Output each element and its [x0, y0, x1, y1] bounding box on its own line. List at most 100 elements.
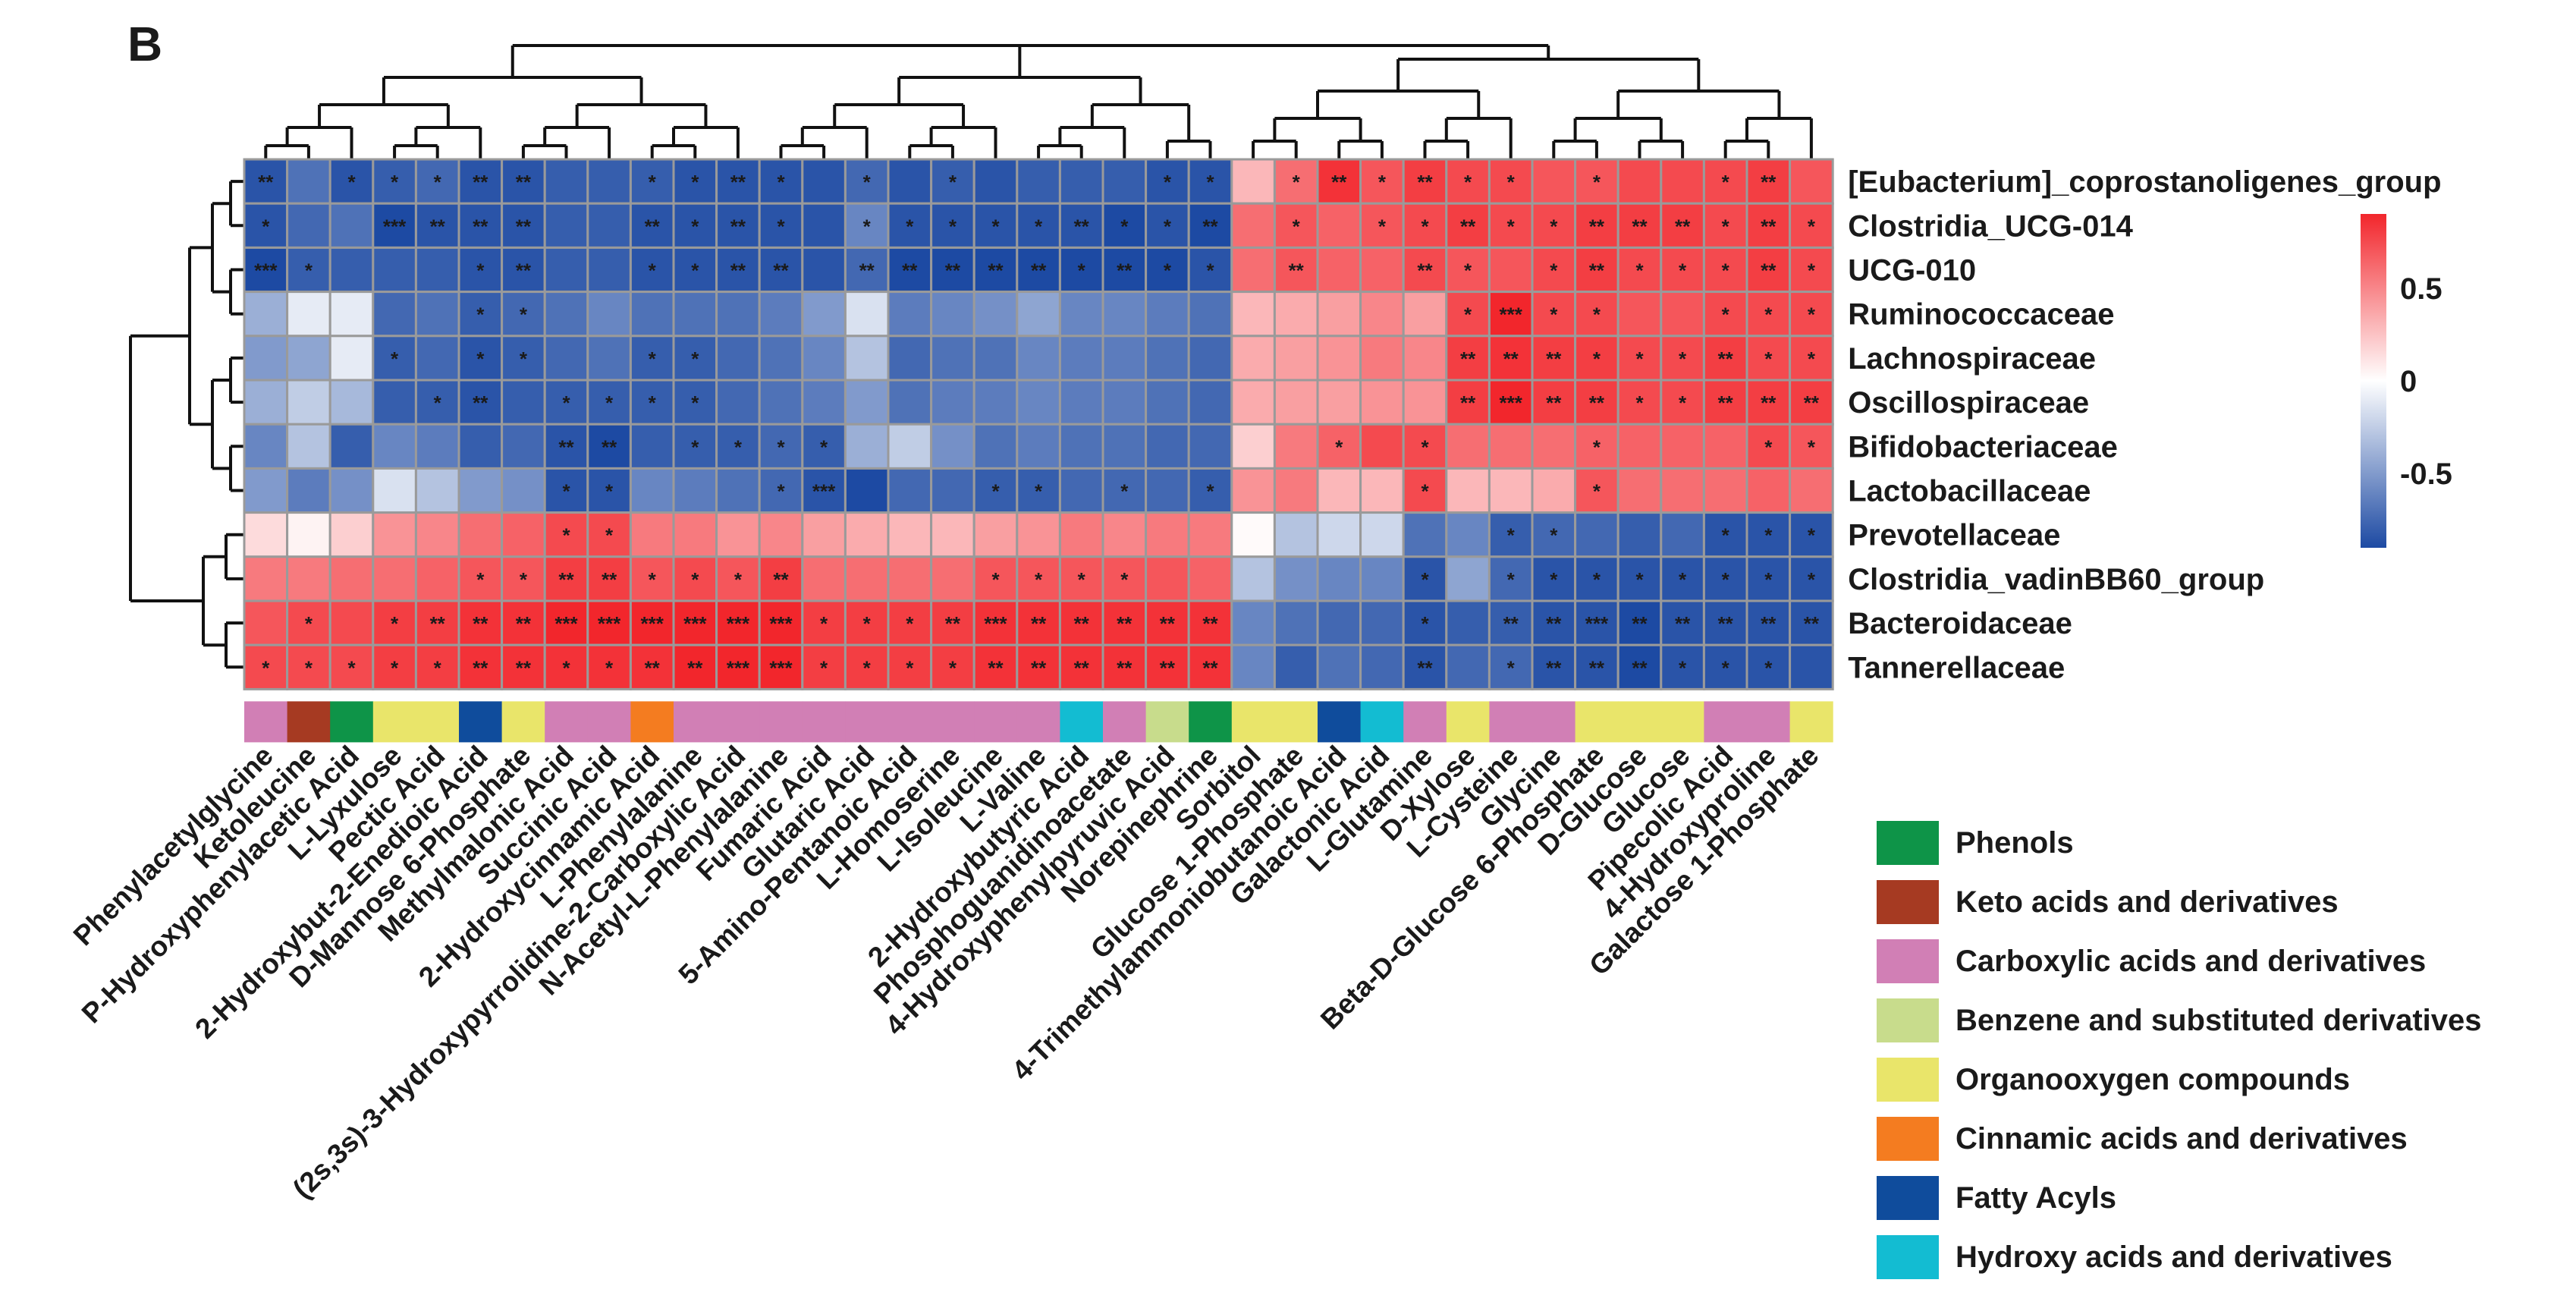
significance-mark: *	[1035, 215, 1043, 237]
heatmap-cell	[457, 643, 504, 690]
significance-mark: *	[562, 524, 570, 547]
heatmap-cell	[672, 246, 718, 294]
heatmap-cell	[1531, 158, 1577, 205]
significance-mark: **	[1589, 391, 1605, 414]
heatmap-cell	[1487, 423, 1534, 470]
class-bar-segment	[1103, 701, 1147, 743]
significance-mark: **	[1417, 656, 1433, 679]
heatmap-cell	[1058, 246, 1104, 294]
heatmap-cell	[243, 467, 289, 514]
heatmap-cell	[286, 511, 331, 558]
heatmap-cell	[1745, 291, 1792, 338]
heatmap-cell	[972, 335, 1019, 382]
heatmap-cell	[328, 335, 375, 382]
significance-mark: **	[1546, 656, 1562, 679]
significance-mark: ***	[727, 656, 750, 679]
heatmap-cell	[1273, 643, 1319, 690]
heatmap-cell	[414, 555, 460, 602]
class-bar-segment	[674, 701, 718, 743]
heatmap-cell	[715, 467, 761, 514]
significance-mark: *	[391, 171, 399, 193]
heatmap-cell	[801, 379, 847, 426]
heatmap-cell	[1187, 379, 1233, 426]
colorbar-tick-label: -0.5	[2400, 457, 2452, 491]
heatmap-cell	[1145, 291, 1190, 338]
heatmap-cell	[1445, 158, 1491, 205]
heatmap-cell	[843, 423, 890, 470]
significance-mark: *	[906, 215, 914, 237]
significance-mark: **	[1202, 656, 1218, 679]
significance-mark: *	[434, 171, 442, 193]
heatmap-cell	[1273, 599, 1319, 646]
significance-mark: *	[1550, 524, 1558, 547]
heatmap-cell	[672, 643, 718, 690]
legend-swatch	[1877, 821, 1939, 865]
heatmap-cell	[843, 467, 890, 514]
heatmap-cell	[1316, 599, 1362, 646]
heatmap-cell	[1359, 599, 1405, 646]
heatmap-cell	[972, 158, 1019, 205]
heatmap-cell	[543, 599, 589, 646]
significance-mark: **	[988, 259, 1004, 282]
significance-mark: **	[730, 215, 746, 237]
significance-stars: ** * * * ** ** * * ** * * * * * * ** * ** * * * * *** *** ** ** **…	[254, 171, 1820, 679]
heatmap-cell	[1101, 379, 1148, 426]
heatmap-cell	[457, 555, 504, 602]
heatmap-cell	[1445, 423, 1491, 470]
row-labels: [Eubacterium]_coprostanoligenes_group Clo…	[1848, 165, 2441, 684]
colorbar: 0.5 0 -0.5	[2361, 214, 2452, 548]
heatmap-cell	[972, 555, 1019, 602]
significance-mark: *	[691, 435, 699, 458]
significance-mark: *	[562, 480, 570, 503]
heatmap-cell	[1745, 555, 1792, 602]
heatmap-cell	[1445, 202, 1491, 249]
significance-mark: ***	[812, 480, 836, 503]
heatmap-cell	[286, 246, 331, 294]
heatmap-cell	[930, 379, 975, 426]
heatmap-cell	[1616, 511, 1663, 558]
significance-mark: **	[1417, 259, 1433, 282]
heatmap-cell	[328, 423, 375, 470]
significance-mark: **	[1589, 259, 1605, 282]
heatmap-cell	[1487, 555, 1534, 602]
heatmap-cell	[1531, 291, 1577, 338]
heatmap-cell	[758, 511, 804, 558]
heatmap-cell	[286, 599, 331, 646]
significance-mark: *	[1593, 303, 1601, 326]
heatmap-cell	[843, 202, 890, 249]
heatmap-cell	[629, 423, 675, 470]
legend-label: Benzene and substituted derivatives	[1956, 1004, 2482, 1037]
heatmap-cell	[758, 599, 804, 646]
heatmap-cell	[1058, 379, 1104, 426]
heatmap-cell	[1187, 202, 1233, 249]
heatmap-cell	[1402, 511, 1448, 558]
significance-mark: **	[1503, 612, 1519, 635]
heatmap-cell	[286, 158, 331, 205]
significance-mark: *	[1035, 568, 1043, 591]
heatmap-cell	[1702, 555, 1748, 602]
heatmap-cell	[286, 643, 331, 690]
heatmap-cell	[457, 291, 504, 338]
significance-mark: **	[773, 568, 789, 591]
significance-mark: *	[391, 347, 399, 370]
significance-mark: **	[516, 656, 532, 679]
colorbar-tick-label: 0	[2400, 365, 2417, 398]
heatmap-cell	[1445, 467, 1491, 514]
significance-mark: ***	[769, 656, 793, 679]
heatmap-cell	[1402, 599, 1448, 646]
row-label: Ruminococcaceae	[1848, 298, 2114, 332]
heatmap-cell	[1230, 467, 1276, 514]
heatmap-cell	[887, 335, 933, 382]
significance-mark: **	[602, 435, 617, 458]
class-bar-segment	[1446, 701, 1490, 743]
heatmap-cell	[1359, 335, 1405, 382]
significance-mark: **	[1289, 259, 1305, 282]
heatmap-cell	[887, 467, 933, 514]
row-label: Lactobacillaceae	[1848, 475, 2091, 508]
significance-mark: *	[391, 612, 399, 635]
heatmap-cell	[1230, 379, 1276, 426]
heatmap-cell	[715, 335, 761, 382]
heatmap-cell	[843, 511, 890, 558]
heatmap-cell	[586, 246, 632, 294]
significance-mark: *	[476, 259, 485, 282]
